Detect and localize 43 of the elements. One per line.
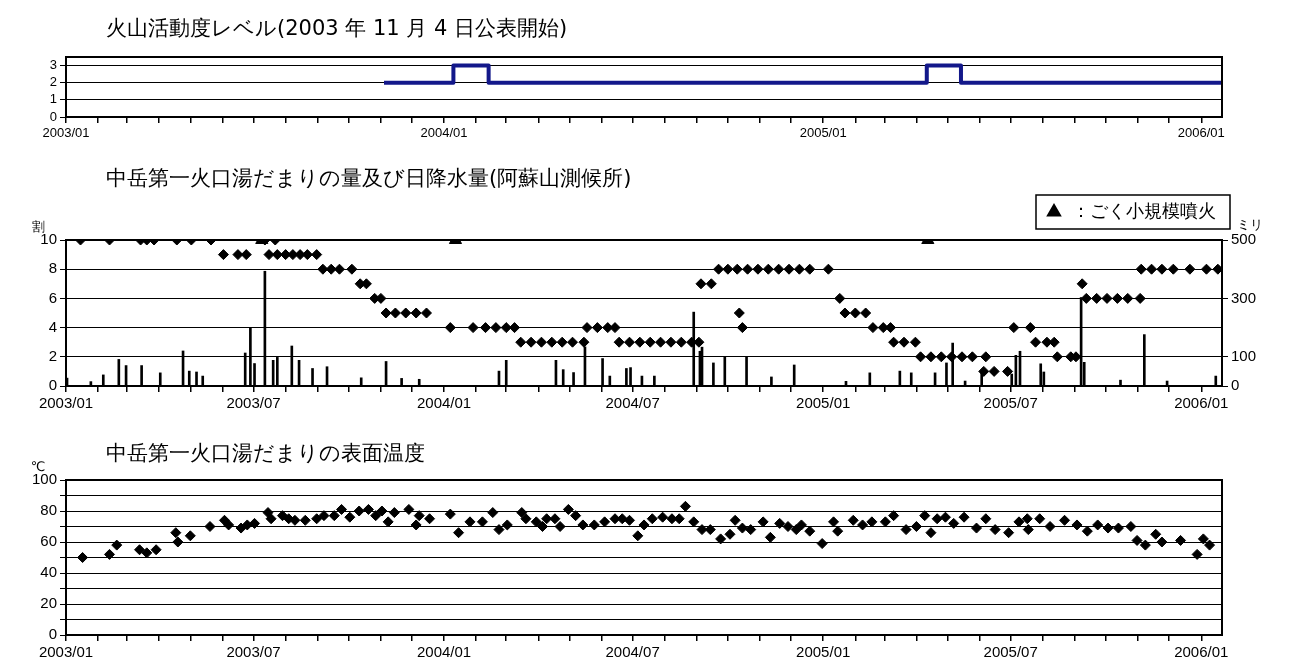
x-tick-label: 2004/07 <box>605 394 660 412</box>
y-tick-label: 40 <box>40 563 57 581</box>
y-axis-title: 割 <box>31 218 45 234</box>
y-tick-label: 2 <box>48 346 57 364</box>
chart-title: 中岳第一火口湯だまりの表面温度 <box>106 441 425 466</box>
y-tick-label: 3 <box>49 57 57 73</box>
chart-title: 中岳第一火口湯だまりの量及び日降水量(阿蘇山測候所) <box>106 166 632 191</box>
x-tick-label: 2003/01 <box>38 643 94 661</box>
y-tick-label: 8 <box>48 259 57 277</box>
y-tick-label: 2 <box>49 74 57 90</box>
y2-axis-title: ミリ <box>1237 216 1263 232</box>
x-tick-label: 2003/01 <box>42 125 90 141</box>
x-tick-label: 2003/07 <box>226 394 281 412</box>
y2-tick-label: 500 <box>1231 230 1257 248</box>
x-tick-label: 2005/01 <box>799 125 847 141</box>
x-tick-label: 2005/07 <box>983 643 1038 661</box>
y-tick-label: 1 <box>49 91 57 107</box>
x-tick-label: 2006/01 <box>1174 394 1229 412</box>
x-tick-label: 2004/01 <box>416 643 472 661</box>
y-tick-label: 0 <box>48 376 57 394</box>
x-tick-label: 2006/01 <box>1177 125 1225 141</box>
y-tick-label: 20 <box>40 594 57 612</box>
y2-tick-label: 100 <box>1231 346 1257 364</box>
x-tick-label: 2005/07 <box>983 394 1038 412</box>
y-tick-label: 6 <box>48 288 57 306</box>
y2-tick-label: 0 <box>1231 376 1240 394</box>
legend-label: ：ごく小規模噴火 <box>1072 199 1216 221</box>
x-tick-label: 2003/07 <box>226 643 281 661</box>
x-tick-label: 2004/01 <box>416 394 472 412</box>
x-tick-label: 2006/01 <box>1174 643 1229 661</box>
y-tick-label: 0 <box>48 625 57 643</box>
y-tick-label: 60 <box>40 532 57 550</box>
x-tick-label: 2003/01 <box>38 394 94 412</box>
chart-title: 火山活動度レベル(2003 年 11 月 4 日公表開始) <box>106 16 568 41</box>
x-tick-label: 2005/01 <box>796 394 851 412</box>
x-tick-label: 2004/07 <box>605 643 660 661</box>
y-axis-title: ℃ <box>30 458 46 474</box>
x-tick-label: 2005/01 <box>796 643 851 661</box>
x-tick-label: 2004/01 <box>420 125 468 141</box>
y-tick-label: 0 <box>49 108 57 124</box>
y-tick-label: 4 <box>48 317 57 335</box>
y-tick-label: 80 <box>40 501 57 519</box>
y2-tick-label: 300 <box>1231 288 1257 306</box>
